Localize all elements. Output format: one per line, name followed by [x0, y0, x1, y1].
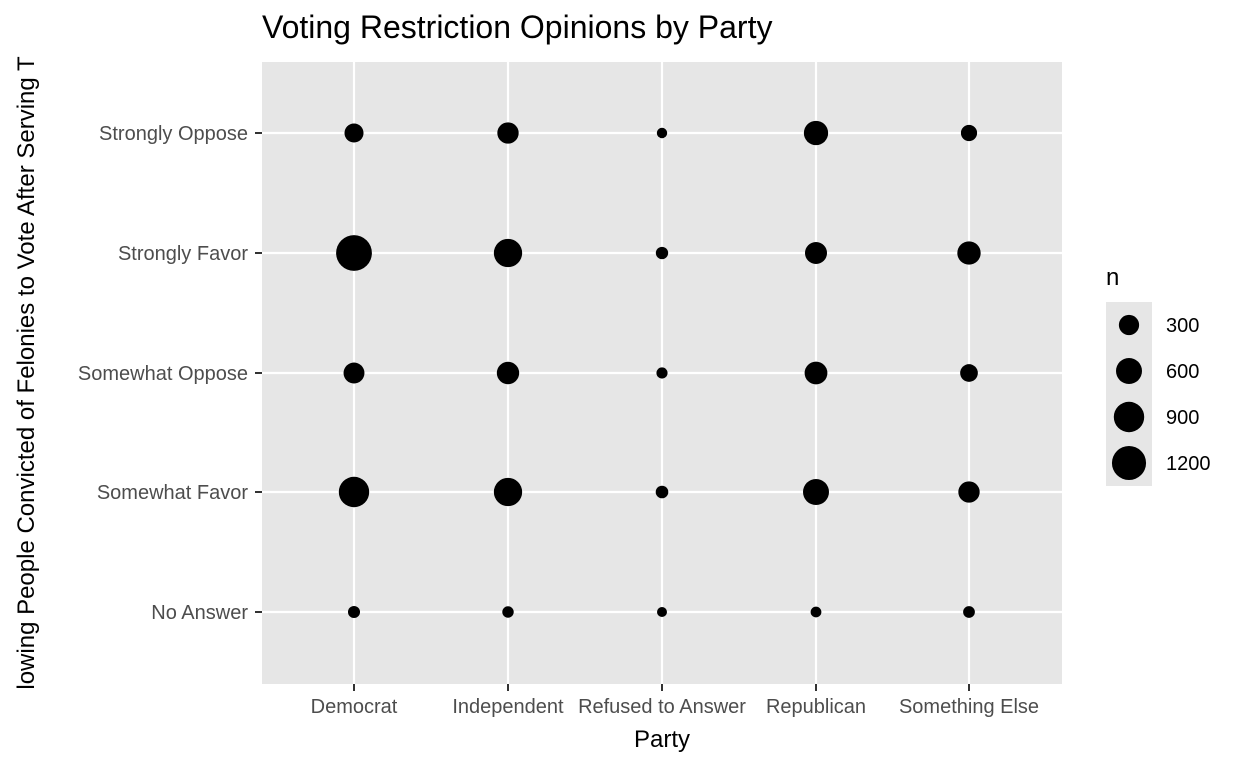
x-axis-title: Party [634, 726, 690, 753]
data-point [657, 607, 667, 617]
legend-title: n [1106, 264, 1119, 291]
x-tick-label: Refused to Answer [578, 696, 746, 718]
y-tick-labels: No Answer Somewhat Favor Somewhat Oppose St… [78, 123, 248, 624]
data-point [957, 241, 981, 265]
y-tick-label: Strongly Favor [118, 243, 248, 265]
data-point [804, 361, 828, 385]
y-tick-label: Somewhat Favor [97, 482, 249, 504]
data-point [497, 122, 519, 144]
chart-title: Voting Restriction Opinions by Party [262, 9, 772, 45]
data-point [336, 235, 372, 271]
legend-items: 300 600 900 1200 [1111, 314, 1211, 481]
legend: n 300 600 900 1200 [1106, 264, 1211, 486]
legend-key-point [1116, 358, 1142, 384]
data-point [803, 120, 829, 146]
data-point [502, 606, 514, 618]
axis-ticks [255, 132, 970, 691]
data-point [655, 485, 669, 499]
x-tick-labels: Democrat Independent Refused to Answer Repu… [311, 696, 1039, 718]
legend-label: 300 [1166, 315, 1199, 337]
data-point [655, 246, 669, 260]
data-point [803, 479, 829, 505]
data-point [338, 476, 370, 508]
legend-key-point [1113, 401, 1145, 433]
data-point [493, 477, 523, 507]
data-point [960, 124, 978, 142]
data-point [656, 367, 668, 379]
data-point [963, 606, 975, 618]
data-point [810, 606, 822, 618]
data-point [347, 605, 361, 619]
data-point [656, 127, 668, 139]
data-point [960, 364, 978, 382]
data-point [805, 242, 827, 264]
legend-label: 600 [1166, 361, 1199, 383]
x-tick-label: Republican [766, 696, 866, 718]
data-point [493, 238, 523, 268]
y-axis-title: lowing People Convicted of Felonies to V… [13, 56, 40, 690]
y-tick-label: No Answer [151, 602, 248, 624]
x-tick-label: Independent [452, 696, 564, 718]
legend-label: 1200 [1166, 453, 1211, 475]
data-points [336, 120, 981, 619]
data-point [344, 123, 364, 143]
data-point [958, 481, 980, 503]
y-tick-label: Strongly Oppose [99, 123, 248, 145]
y-tick-label: Somewhat Oppose [78, 363, 248, 385]
x-tick-label: Something Else [899, 696, 1039, 718]
x-tick-label: Democrat [311, 696, 398, 718]
data-point [496, 361, 520, 385]
legend-label: 900 [1166, 407, 1199, 429]
data-point [343, 362, 365, 384]
legend-key-point [1111, 445, 1147, 481]
legend-key-point [1118, 314, 1140, 336]
